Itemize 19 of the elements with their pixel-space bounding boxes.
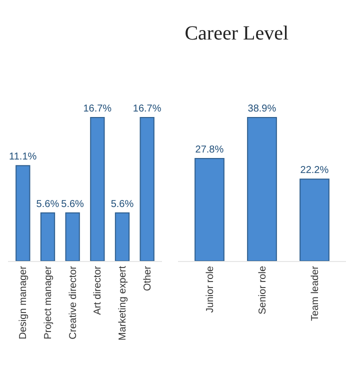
x-tick-label: Art director [92, 265, 104, 315]
x-tick-label: Senior role [257, 266, 268, 314]
data-label: 5.6% [36, 198, 60, 210]
data-label: 5.6% [110, 198, 134, 210]
data-label: 11.1% [9, 152, 37, 163]
data-label: 27.8% [195, 144, 224, 156]
x-tick-label: Other [142, 265, 154, 292]
x-tick-label: Junior role [204, 266, 216, 313]
data-label: 16.7% [83, 104, 112, 115]
data-label: 5.6% [61, 198, 84, 210]
x-tick-label: Creative director [68, 265, 79, 340]
x-tick-label: Team leader [310, 265, 321, 322]
data-label: 38.9% [248, 104, 276, 115]
data-label: 22.2% [300, 165, 329, 176]
chart-title: Career Level [184, 22, 289, 45]
x-tick-label: Marketing expert [118, 266, 129, 340]
data-label: 16.7% [132, 104, 162, 115]
x-tick-label: Project manager [42, 265, 54, 340]
x-tick-label: Design manager [18, 265, 30, 340]
